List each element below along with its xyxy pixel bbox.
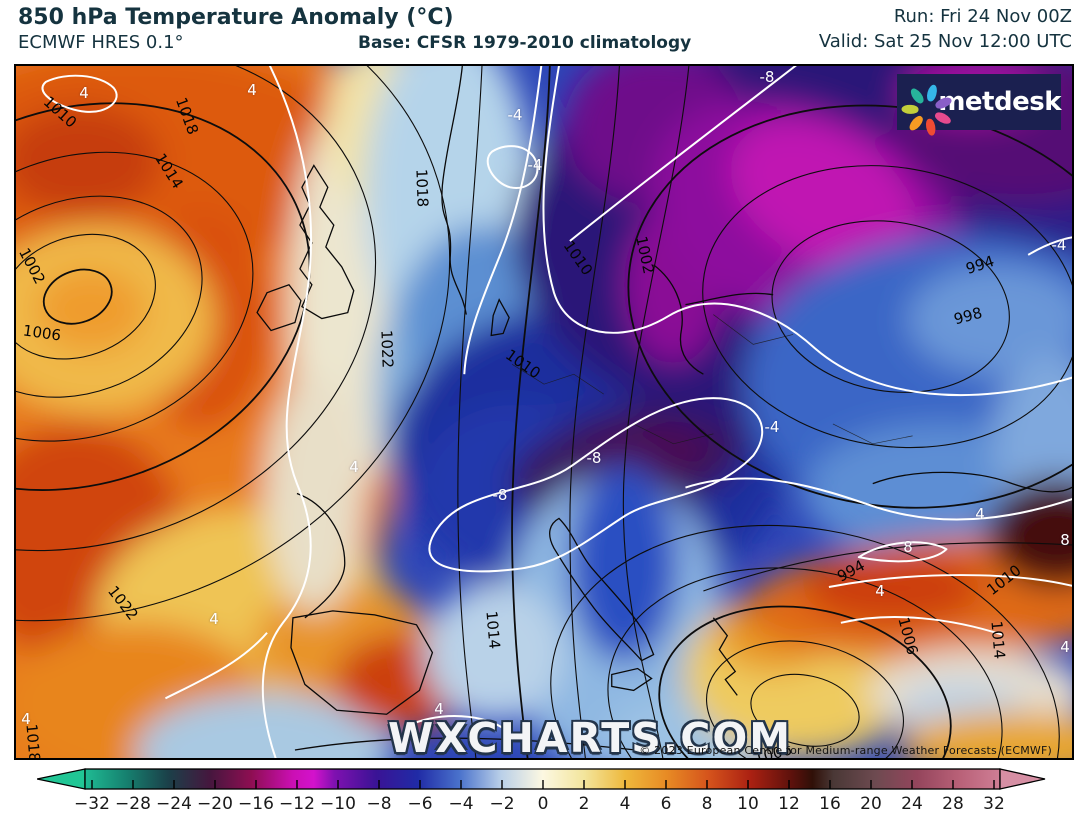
anomaly-label: 4: [434, 700, 444, 718]
anomaly-label: 4: [21, 710, 31, 728]
colorbar-tick-label: 2: [578, 794, 590, 814]
colorbar-tick-label: 16: [819, 794, 841, 814]
pressure-label: 1018: [412, 168, 432, 208]
colorbar-tick-label: 4: [619, 794, 631, 814]
anomaly-label: 4: [247, 81, 257, 99]
colorbar: [37, 768, 1046, 790]
page-title: 850 hPa Temperature Anomaly (°C): [18, 5, 454, 30]
colorbar-tick-label: 0: [537, 794, 549, 814]
borders: [511, 314, 913, 445]
map-canvas: [16, 66, 1072, 758]
anomaly-label: 8: [903, 538, 913, 556]
anomaly-label: 8: [1060, 531, 1070, 549]
anomaly-label: 4: [1060, 638, 1070, 656]
colorbar-tick-label: 6: [660, 794, 672, 814]
pressure-label: 1014: [987, 620, 1009, 660]
valid-time-label: Valid: Sat 25 Nov 12:00 UTC: [818, 31, 1072, 52]
colorbar-tick-label: −20: [197, 794, 233, 814]
colorbar-tick-label: −10: [320, 794, 356, 814]
climatology-base-label: Base: CFSR 1979-2010 climatology: [358, 33, 692, 53]
anomaly-label: 4: [975, 505, 985, 523]
anomaly-contours: [41, 66, 1072, 758]
colorbar-ticks: [91, 780, 995, 789]
logo-petal: [901, 104, 919, 115]
colorbar-tick-label: −16: [238, 794, 274, 814]
metdesk-logo-text: metdesk: [938, 87, 1061, 117]
anomaly-label: -8: [586, 449, 602, 467]
anomaly-label: -4: [507, 106, 523, 124]
anomaly-label: -4: [764, 418, 780, 436]
pressure-label: 1014: [482, 610, 504, 650]
metdesk-logo: metdesk: [897, 74, 1061, 137]
logo-petal: [907, 113, 926, 133]
colorbar-tick-label: 32: [983, 794, 1005, 814]
model-label: ECMWF HRES 0.1°: [18, 32, 184, 53]
colorbar-tick-label: −28: [115, 794, 151, 814]
colorbar-tick-label: −24: [156, 794, 192, 814]
logo-petal: [908, 86, 926, 106]
colorbar-tick-label: −8: [366, 794, 392, 814]
colorbar-left-arrow: [37, 768, 86, 790]
colorbar-tick-label: 12: [778, 794, 800, 814]
colorbar-tick-label: 8: [701, 794, 713, 814]
anomaly-label: 4: [875, 582, 885, 600]
anomaly-label: -4: [527, 156, 543, 174]
anomaly-label: 4: [349, 458, 359, 476]
colorbar-labels: −32 −28 −24 −20 −16 −12 −10 −8 −6 −4 −2 0 2 4 6 8 10 12 16…: [37, 794, 1047, 820]
isobar-contours: [16, 66, 1072, 758]
colorbar-tick-label: −12: [279, 794, 315, 814]
colorbar-right-arrow: [999, 768, 1046, 790]
metdesk-pinwheel-icon: [901, 81, 954, 137]
colorbar-tick-label: −4: [448, 794, 474, 814]
weather-map: 1010 1018 1014 1002 1006 1018 1022 1010 1002 1010…: [14, 64, 1074, 760]
pressure-label: 1022: [377, 329, 397, 369]
anomaly-label: 4: [209, 610, 219, 628]
logo-petal: [925, 83, 939, 103]
run-time-label: Run: Fri 24 Nov 00Z: [893, 6, 1072, 27]
colorbar-tick-label: −6: [407, 794, 433, 814]
colorbar-tick-label: 28: [942, 794, 964, 814]
colorbar-tick-label: 24: [901, 794, 923, 814]
anomaly-label: -8: [492, 486, 508, 504]
pressure-label: 1018: [22, 723, 44, 760]
wxcharts-watermark: WXCHARTS.COM: [388, 714, 793, 760]
copyright-notice: © 2023 European Centre for Medium-range …: [639, 744, 1052, 757]
colorbar-tick-label: 20: [860, 794, 882, 814]
anomaly-label: -4: [1051, 236, 1067, 254]
anomaly-label: 4: [79, 84, 89, 102]
colorbar-tick-label: 10: [737, 794, 759, 814]
anomaly-label: -8: [759, 68, 775, 86]
colorbar-tick-label: −32: [74, 794, 110, 814]
colorbar-tick-label: −2: [489, 794, 515, 814]
